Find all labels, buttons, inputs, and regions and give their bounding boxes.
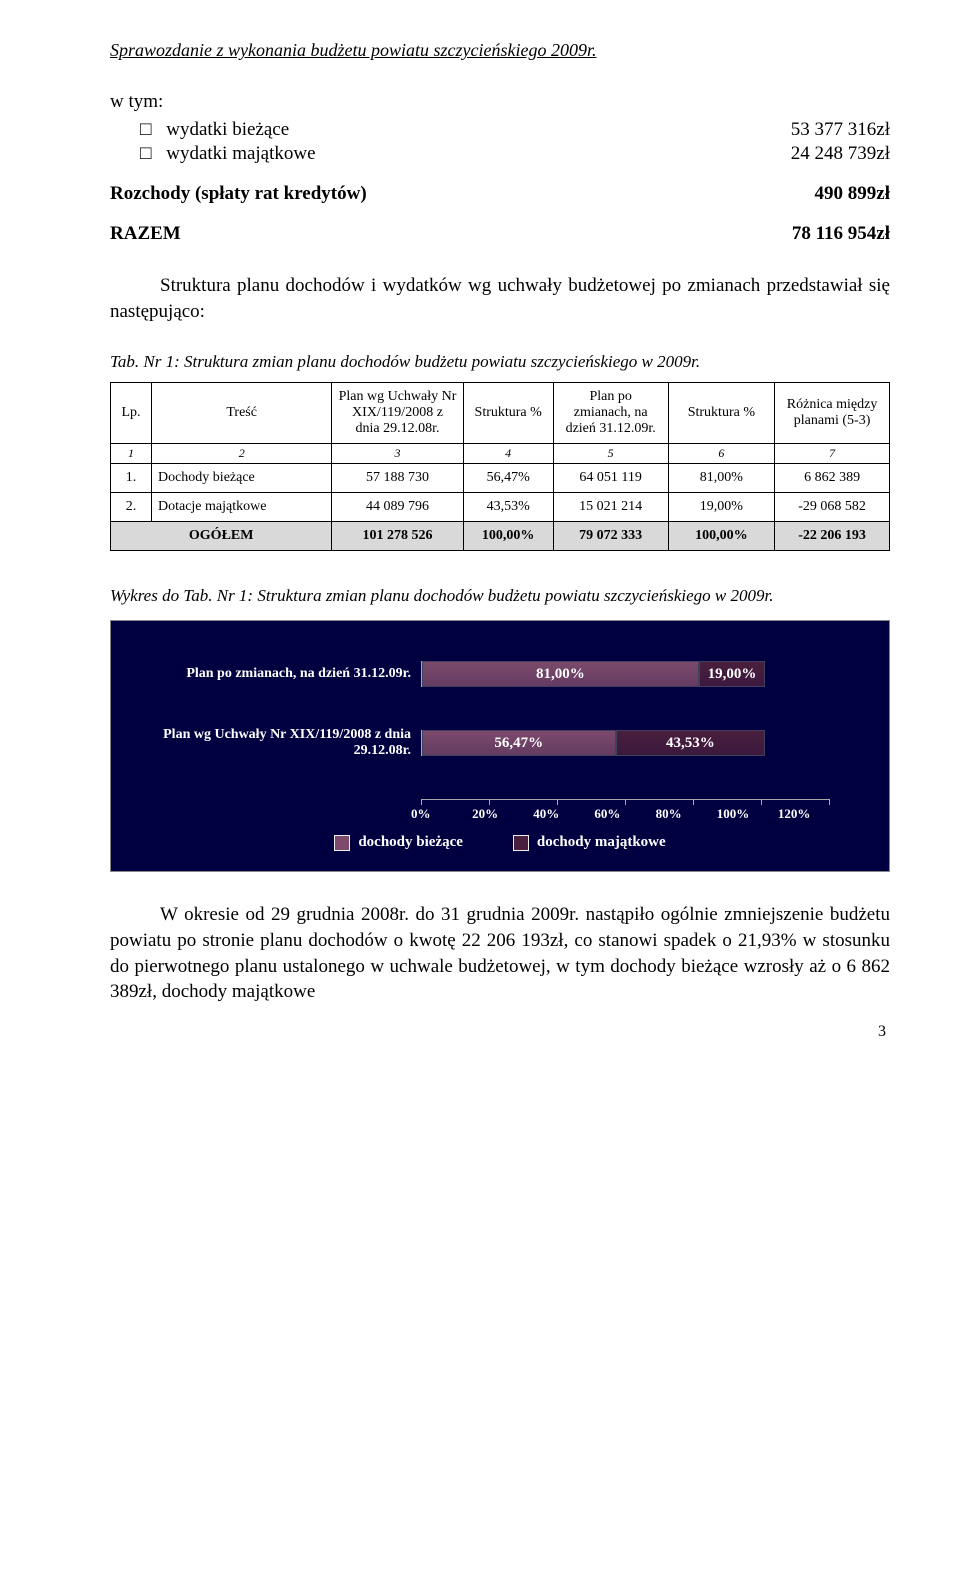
list-item: wydatki bieżące 53 377 316zł xyxy=(140,119,890,141)
table-cell: 6 862 389 xyxy=(775,464,890,493)
page-number: 3 xyxy=(110,1023,886,1041)
table-cell: OGÓŁEM xyxy=(111,522,332,551)
table-cell: 1. xyxy=(111,464,152,493)
legend-label: dochody bieżące xyxy=(358,834,463,851)
legend-item: dochody bieżące xyxy=(334,834,463,851)
total-value: 78 116 954zł xyxy=(792,223,890,245)
total-row: RAZEM 78 116 954zł xyxy=(110,223,890,245)
table-caption: Tab. Nr 1: Struktura zmian planu dochodó… xyxy=(110,352,890,372)
closing-paragraph: W okresie od 29 grudnia 2008r. do 31 gru… xyxy=(110,902,890,1005)
table-cell: 15 021 214 xyxy=(553,493,668,522)
chart-bar-label: Plan po zmianach, na dzień 31.12.09r. xyxy=(131,666,421,682)
table-cell: -29 068 582 xyxy=(775,493,890,522)
chart-bar-label: Plan wg Uchwały Nr XIX/119/2008 z dnia 2… xyxy=(131,727,421,759)
chart-bar-row: Plan po zmianach, na dzień 31.12.09r.81,… xyxy=(131,661,829,687)
legend-swatch xyxy=(513,835,529,851)
axis-tick-label: 80% xyxy=(656,806,717,822)
table-cell: 2. xyxy=(111,493,152,522)
table-cell: 2 xyxy=(151,444,331,464)
chart-bar-segment: 43,53% xyxy=(616,730,766,756)
table-cell: Dochody bieżące xyxy=(151,464,331,493)
table-header: Lp. xyxy=(111,383,152,444)
table-cell: 7 xyxy=(775,444,890,464)
chart-bar-segment: 81,00% xyxy=(422,661,699,687)
table-cell: 4 xyxy=(463,444,553,464)
intro-paragraph: Struktura planu dochodów i wydatków wg u… xyxy=(110,273,890,324)
total-label: RAZEM xyxy=(110,223,181,245)
chart-bar-row: Plan wg Uchwały Nr XIX/119/2008 z dnia 2… xyxy=(131,727,829,759)
expenses-value: 490 899zł xyxy=(815,183,890,205)
expenses-label: Rozchody (spłaty rat kredytów) xyxy=(110,183,367,205)
axis-tick-label: 100% xyxy=(717,806,778,822)
chart-bar-segment: 19,00% xyxy=(699,661,765,687)
axis-tick-label: 40% xyxy=(533,806,594,822)
list-item-value: 24 248 739zł xyxy=(791,143,890,165)
chart-bar-segment: 56,47% xyxy=(422,730,616,756)
table-cell: 5 xyxy=(553,444,668,464)
table-row: 2. Dotacje majątkowe 44 089 796 43,53% 1… xyxy=(111,493,890,522)
table-header: Struktura % xyxy=(668,383,775,444)
legend-swatch xyxy=(334,835,350,851)
legend-label: dochody majątkowe xyxy=(537,834,666,851)
table-cell: 19,00% xyxy=(668,493,775,522)
bullet-list: wydatki bieżące 53 377 316zł wydatki maj… xyxy=(140,119,890,165)
table-header: Różnica między planami (5-3) xyxy=(775,383,890,444)
table-index-row: 1 2 3 4 5 6 7 xyxy=(111,444,890,464)
list-item: wydatki majątkowe 24 248 739zł xyxy=(140,143,890,165)
axis-tick-label: 120% xyxy=(778,806,839,822)
data-table: Lp. Treść Plan wg Uchwały Nr XIX/119/200… xyxy=(110,382,890,551)
axis-tick-label: 60% xyxy=(594,806,655,822)
table-header: Plan wg Uchwały Nr XIX/119/2008 z dnia 2… xyxy=(332,383,463,444)
bar-chart: Plan po zmianach, na dzień 31.12.09r.81,… xyxy=(110,620,890,872)
table-total-row: OGÓŁEM 101 278 526 100,00% 79 072 333 10… xyxy=(111,522,890,551)
table-cell: 1 xyxy=(111,444,152,464)
list-item-label: wydatki bieżące xyxy=(140,119,289,141)
table-header: Plan po zmianach, na dzień 31.12.09r. xyxy=(553,383,668,444)
table-cell: 56,47% xyxy=(463,464,553,493)
table-header-row: Lp. Treść Plan wg Uchwały Nr XIX/119/200… xyxy=(111,383,890,444)
section-label: w tym: xyxy=(110,91,890,113)
table-cell: 3 xyxy=(332,444,463,464)
table-cell: -22 206 193 xyxy=(775,522,890,551)
expenses-row: Rozchody (spłaty rat kredytów) 490 899zł xyxy=(110,183,890,205)
chart-caption: Wykres do Tab. Nr 1: Struktura zmian pla… xyxy=(110,586,890,606)
table-header: Struktura % xyxy=(463,383,553,444)
table-cell: 79 072 333 xyxy=(553,522,668,551)
table-cell: 43,53% xyxy=(463,493,553,522)
table-cell: Dotacje majątkowe xyxy=(151,493,331,522)
table-cell: 6 xyxy=(668,444,775,464)
table-row: 1. Dochody bieżące 57 188 730 56,47% 64 … xyxy=(111,464,890,493)
axis-tick-label: 0% xyxy=(411,806,472,822)
table-cell: 81,00% xyxy=(668,464,775,493)
list-item-label: wydatki majątkowe xyxy=(140,143,316,165)
table-cell: 100,00% xyxy=(463,522,553,551)
axis-tick-label: 20% xyxy=(472,806,533,822)
list-item-value: 53 377 316zł xyxy=(791,119,890,141)
table-cell: 64 051 119 xyxy=(553,464,668,493)
table-cell: 101 278 526 xyxy=(332,522,463,551)
document-title: Sprawozdanie z wykonania budżetu powiatu… xyxy=(110,40,890,61)
table-cell: 57 188 730 xyxy=(332,464,463,493)
table-header: Treść xyxy=(151,383,331,444)
table-cell: 44 089 796 xyxy=(332,493,463,522)
table-cell: 100,00% xyxy=(668,522,775,551)
legend-item: dochody majątkowe xyxy=(513,834,666,851)
